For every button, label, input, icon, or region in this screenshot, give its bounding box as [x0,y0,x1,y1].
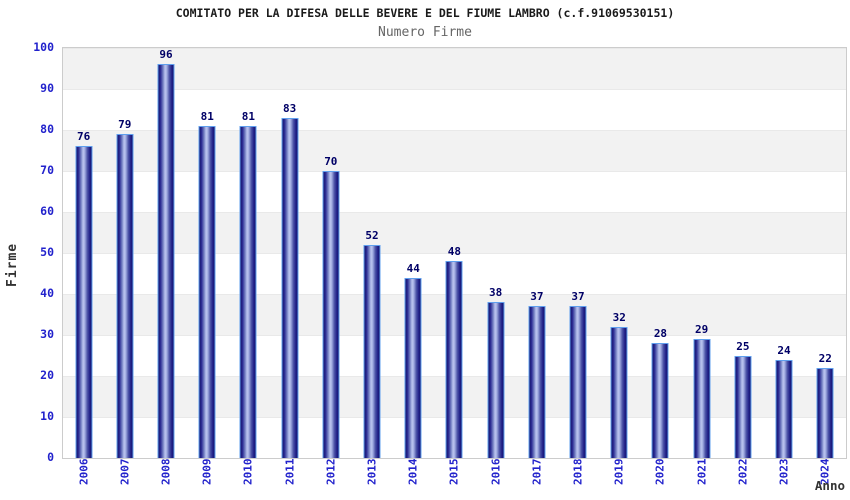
bar-value-label: 76 [76,130,91,144]
bar-2016: 38 [487,286,505,458]
bar-2007: 79 [116,118,134,458]
x-axis-title: Anno [814,478,845,493]
bar-2018: 37 [569,290,587,458]
bar-2011: 83 [281,102,299,458]
x-tick-label: 2007 [118,458,132,486]
x-tick-label: 2020 [653,458,667,486]
bar-value-label: 29 [695,323,709,337]
bar-column: 79 2007 [104,48,145,485]
bar-2014: 44 [404,262,422,458]
bar-value-label: 28 [653,327,668,341]
y-tick-label: 20 [40,368,54,382]
chart-subtitle: Numero Firme [378,25,472,40]
bar-column: 70 2012 [310,48,351,485]
bar-2015: 48 [445,245,463,458]
y-tick-label: 50 [40,245,54,259]
bar-column: 22 2024 [805,48,846,485]
bar-column: 48 2015 [434,48,475,485]
bar-2019: 32 [610,311,628,458]
bar-2006: 76 [75,130,93,458]
bar-value-label: 48 [447,245,462,259]
bar-value-label: 81 [200,109,214,123]
bar-value-label: 37 [571,290,585,304]
y-tick-label: 30 [40,327,54,341]
x-tick-label: 2013 [365,458,379,486]
x-tick-label: 2016 [489,458,503,486]
bar-value-label: 52 [365,228,379,242]
y-tick-label: 60 [40,204,54,218]
bar-value-label: 83 [282,101,297,115]
bar-value-label: 96 [159,48,173,62]
bar-column: 24 2023 [763,48,804,485]
chart-title: COMITATO PER LA DIFESA DELLE BEVERE E DE… [175,6,675,20]
bar-value-label: 44 [406,261,420,275]
bar-2009: 81 [198,110,216,458]
x-tick-label: 2011 [283,458,297,486]
bar-2024: 22 [816,352,834,458]
x-tick-label: 2006 [77,458,91,486]
bar-2021: 29 [693,323,711,458]
bar-column: 38 2016 [475,48,516,485]
bar-column: 25 2022 [722,48,763,485]
bar-value-label: 22 [818,351,832,365]
x-tick-label: 2008 [159,458,173,486]
bar-2010: 81 [239,110,257,458]
x-tick-label: 2017 [530,458,544,486]
bar-2022: 25 [734,340,752,458]
y-tick-label: 40 [40,286,54,300]
bar-value-label: 70 [324,155,338,168]
bar-value-label: 25 [736,339,750,353]
bar-2008: 96 [157,48,175,458]
bar-value-label: 38 [489,286,503,300]
y-tick-label: 100 [33,40,54,54]
y-tick-label: 70 [40,163,54,177]
bar-column: 76 2006 [63,48,104,485]
y-ticks: 100 90 80 70 60 50 40 30 20 10 0 [0,40,54,464]
bar-2013: 52 [363,229,381,458]
bar-column: 96 2008 [145,48,186,485]
y-tick-label: 0 [47,450,54,464]
x-tick-label: 2022 [736,458,750,486]
bars-row: 76 2006 79 2007 96 2008 81 2009 81 2010 83 2011 70 20… [63,48,846,485]
bar-column: 37 2018 [557,48,598,485]
bar-2023: 24 [775,344,793,458]
x-tick-label: 2014 [406,458,420,486]
x-tick-label: 2009 [200,458,214,486]
bar-column: 37 2017 [516,48,557,485]
bar-value-label: 37 [530,290,544,304]
x-tick-label: 2015 [447,458,461,486]
x-tick-label: 2012 [324,458,338,486]
x-tick-label: 2019 [612,458,626,486]
bar-value-label: 81 [241,109,256,123]
bar-column: 29 2021 [681,48,722,485]
bar-column: 81 2010 [228,48,269,485]
bar-column: 81 2009 [187,48,228,485]
bar-column: 32 2019 [599,48,640,485]
x-tick-label: 2023 [777,458,791,486]
x-tick-label: 2010 [241,458,255,486]
bar-value-label: 24 [777,343,791,357]
bar-column: 83 2011 [269,48,310,485]
bar-column: 44 2014 [393,48,434,485]
bar-value-label: 79 [118,118,132,132]
plot-area: 76 2006 79 2007 96 2008 81 2009 81 2010 83 2011 70 20… [62,47,847,485]
y-tick-label: 80 [40,122,54,136]
bar-2012: 70 [322,155,340,458]
bar-2017: 37 [528,290,546,458]
y-tick-label: 90 [40,81,54,95]
bar-column: 28 2020 [640,48,681,485]
y-tick-label: 10 [40,409,54,423]
x-tick-label: 2018 [571,458,585,486]
bar-value-label: 32 [612,310,626,324]
bar-column: 52 2013 [351,48,392,485]
bar-2020: 28 [651,327,669,458]
x-tick-label: 2021 [695,458,709,486]
